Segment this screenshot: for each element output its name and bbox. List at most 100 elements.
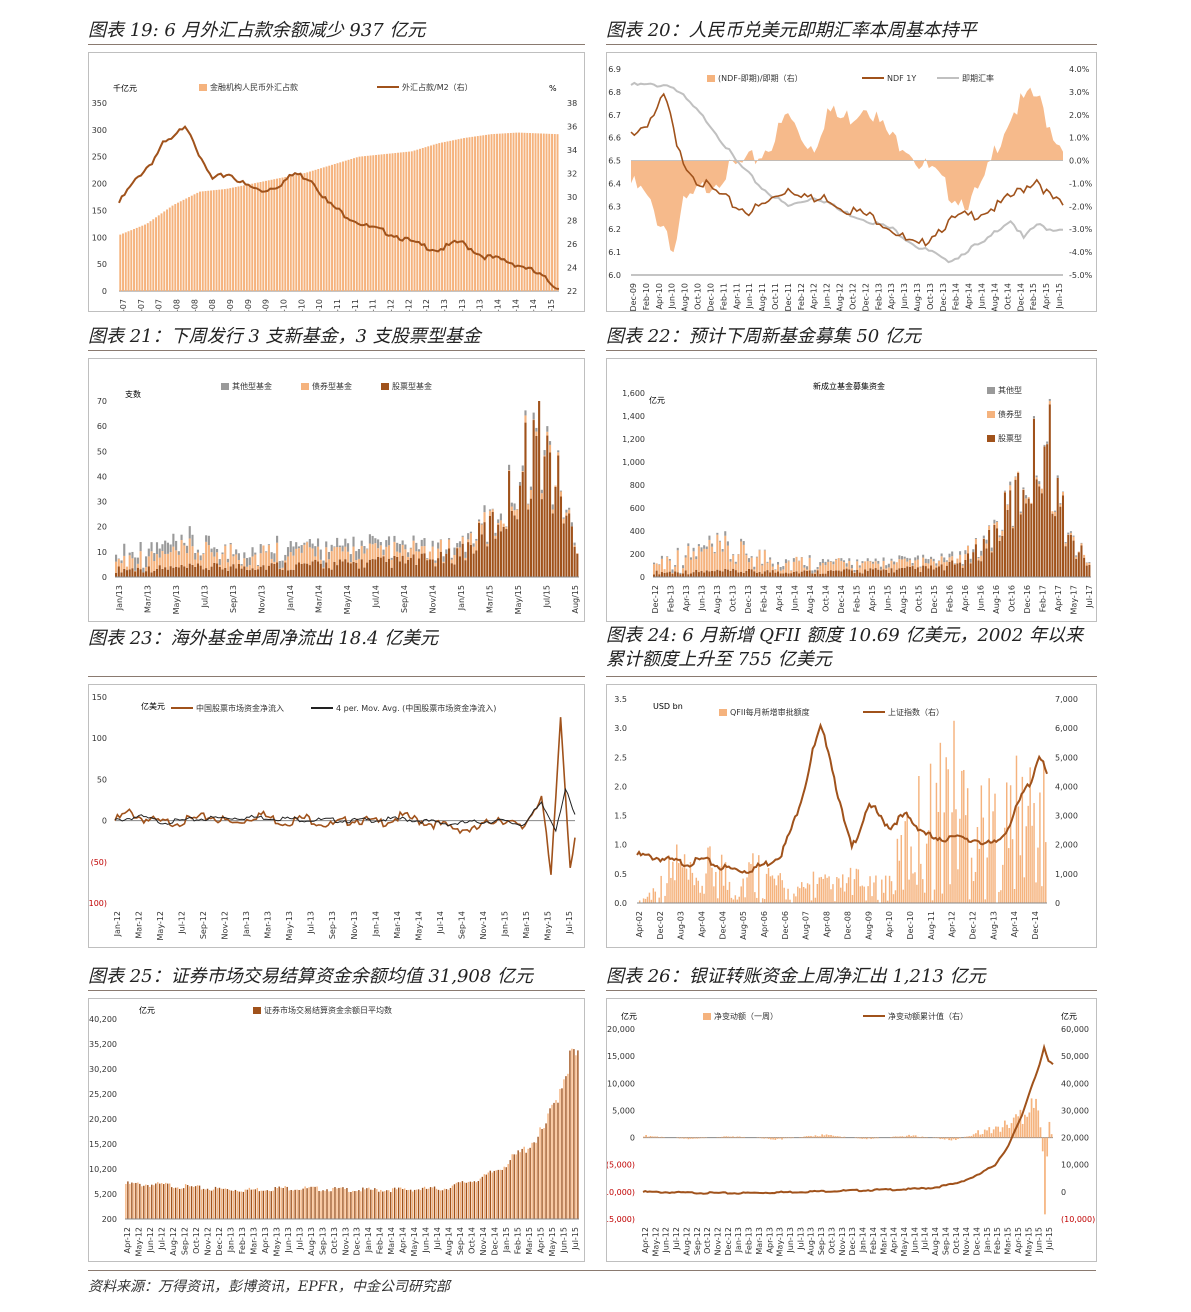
bar-bond	[499, 520, 502, 532]
unit-label: 亿美元	[141, 701, 165, 711]
bar-equity	[1054, 516, 1057, 577]
legend-label: 股票型基金	[392, 381, 432, 391]
bar	[765, 1137, 768, 1139]
bar-bond	[235, 554, 238, 569]
bar-other	[226, 558, 230, 563]
bar-bond	[763, 550, 766, 572]
bar	[386, 153, 388, 291]
bar	[133, 229, 135, 291]
bar	[555, 1100, 557, 1219]
bar-bond	[273, 561, 276, 564]
bar	[433, 1186, 436, 1219]
bar-bond	[196, 552, 200, 564]
x-tick-label: Jul/13	[201, 585, 210, 609]
bar-bond	[945, 561, 948, 566]
bar	[892, 1136, 895, 1138]
bar-equity	[1040, 493, 1043, 577]
bar-bond	[576, 553, 579, 554]
bar-bond	[246, 566, 249, 570]
bar-equity	[927, 568, 930, 577]
bar-bond	[792, 561, 795, 572]
bar-equity	[363, 567, 366, 577]
bar-other	[248, 557, 251, 566]
bar	[272, 1190, 274, 1219]
bar	[397, 152, 399, 291]
bar-bond	[568, 509, 571, 514]
bar-bond	[450, 559, 453, 564]
bar	[808, 884, 811, 903]
bar	[386, 1190, 388, 1219]
bar-other	[927, 559, 930, 564]
bar	[149, 1186, 151, 1219]
bar-other	[559, 490, 563, 492]
bar-equity	[221, 569, 224, 577]
bar-other	[829, 561, 832, 562]
bar	[720, 854, 723, 903]
bar-other	[161, 544, 164, 552]
x-tick-label: Apr-11	[333, 299, 342, 311]
bar-equity	[551, 513, 554, 577]
bar-equity	[858, 572, 861, 577]
bar	[1023, 877, 1026, 903]
y-tick-label: 20,200	[89, 1115, 117, 1124]
bar	[155, 217, 157, 291]
bar-other	[499, 513, 502, 521]
bar	[767, 867, 770, 903]
bar-bond	[966, 545, 970, 554]
bar	[551, 133, 553, 291]
bar	[984, 899, 986, 903]
bar	[264, 1190, 266, 1219]
bar-bond	[990, 551, 993, 553]
bar	[439, 1190, 442, 1219]
bar	[380, 154, 383, 291]
bar-equity	[349, 563, 352, 577]
y-tick-label: 150	[92, 693, 107, 702]
bar-bond	[737, 554, 740, 573]
bar-other	[210, 548, 213, 553]
bar-equity	[426, 560, 429, 577]
bar	[298, 174, 300, 291]
bar	[382, 1191, 384, 1219]
bar	[660, 1136, 663, 1138]
bar-equity	[966, 553, 970, 577]
bar-bond	[777, 564, 780, 572]
bar	[377, 154, 380, 291]
bar	[968, 1136, 971, 1138]
bar-equity	[842, 569, 846, 577]
bar	[167, 1183, 169, 1219]
bar-other	[679, 572, 682, 575]
bar-bond	[352, 546, 355, 562]
bar	[533, 1142, 535, 1219]
footer-rule	[88, 1270, 1096, 1271]
bar-bond	[237, 559, 240, 564]
x-tick-label: Dec-13	[939, 283, 948, 311]
bar-bond	[311, 548, 314, 562]
bar	[457, 139, 460, 291]
bar	[529, 133, 531, 291]
y-tick-label: (10,000)	[1061, 1215, 1095, 1224]
bar	[198, 1185, 201, 1219]
y-tick-label: 2.0%	[1069, 111, 1090, 120]
bar-equity	[898, 568, 901, 577]
y-tick-label: 50	[97, 775, 107, 784]
bar	[397, 1187, 400, 1219]
bar-other	[319, 549, 322, 560]
bar-bond	[842, 561, 846, 570]
x-tick-label: Apr-12	[387, 299, 396, 311]
bar	[783, 1137, 786, 1139]
x-tick-label: Feb-11	[719, 283, 728, 310]
bar-equity	[1075, 558, 1078, 577]
bar-equity	[872, 569, 875, 577]
bar	[1044, 1137, 1046, 1215]
bar	[694, 1137, 696, 1139]
bar-equity	[185, 567, 189, 577]
bar-bond	[251, 556, 254, 569]
bar	[182, 199, 185, 291]
chart-title: 图表 26：银证转账资金上周净汇出 1,213 亿元	[606, 966, 986, 987]
x-tick-label: Aug-14	[445, 1227, 454, 1256]
bar	[240, 185, 243, 291]
bar	[445, 1189, 448, 1219]
bar	[861, 1137, 864, 1139]
bar-other	[508, 464, 511, 471]
bar-other	[901, 556, 904, 560]
